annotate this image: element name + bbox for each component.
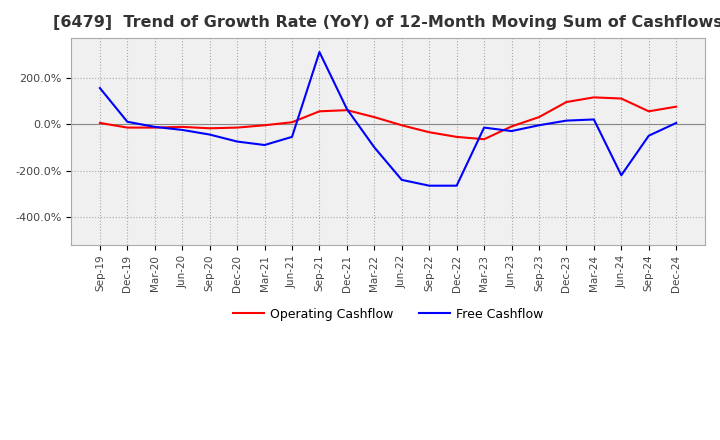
Free Cashflow: [617, 172, 626, 178]
Operating Cashflow: [617, 96, 626, 101]
Operating Cashflow: [343, 107, 351, 113]
Operating Cashflow: [178, 124, 186, 129]
Free Cashflow: [288, 134, 297, 139]
Free Cashflow: [343, 106, 351, 112]
Operating Cashflow: [233, 125, 241, 130]
Free Cashflow: [397, 177, 406, 183]
Free Cashflow: [96, 85, 104, 91]
Operating Cashflow: [96, 120, 104, 125]
Operating Cashflow: [205, 126, 214, 131]
Operating Cashflow: [507, 124, 516, 129]
Operating Cashflow: [535, 114, 544, 120]
Free Cashflow: [672, 120, 680, 125]
Operating Cashflow: [370, 114, 379, 120]
Operating Cashflow: [150, 125, 159, 130]
Free Cashflow: [425, 183, 433, 188]
Free Cashflow: [178, 127, 186, 132]
Operating Cashflow: [590, 95, 598, 100]
Operating Cashflow: [315, 109, 324, 114]
Free Cashflow: [535, 123, 544, 128]
Operating Cashflow: [644, 109, 653, 114]
Legend: Operating Cashflow, Free Cashflow: Operating Cashflow, Free Cashflow: [228, 303, 549, 326]
Free Cashflow: [315, 49, 324, 55]
Free Cashflow: [260, 143, 269, 148]
Free Cashflow: [205, 132, 214, 137]
Line: Free Cashflow: Free Cashflow: [100, 52, 676, 186]
Operating Cashflow: [260, 123, 269, 128]
Free Cashflow: [480, 125, 488, 130]
Operating Cashflow: [123, 125, 132, 130]
Operating Cashflow: [672, 104, 680, 109]
Free Cashflow: [644, 133, 653, 138]
Free Cashflow: [452, 183, 461, 188]
Operating Cashflow: [397, 123, 406, 128]
Free Cashflow: [150, 124, 159, 129]
Operating Cashflow: [562, 99, 571, 105]
Free Cashflow: [590, 117, 598, 122]
Line: Operating Cashflow: Operating Cashflow: [100, 97, 676, 139]
Free Cashflow: [562, 118, 571, 123]
Free Cashflow: [370, 145, 379, 150]
Operating Cashflow: [480, 136, 488, 142]
Free Cashflow: [507, 128, 516, 134]
Operating Cashflow: [452, 134, 461, 139]
Operating Cashflow: [425, 130, 433, 135]
Free Cashflow: [233, 139, 241, 144]
Free Cashflow: [123, 119, 132, 125]
Title: [6479]  Trend of Growth Rate (YoY) of 12-Month Moving Sum of Cashflows: [6479] Trend of Growth Rate (YoY) of 12-…: [53, 15, 720, 30]
Operating Cashflow: [288, 120, 297, 125]
